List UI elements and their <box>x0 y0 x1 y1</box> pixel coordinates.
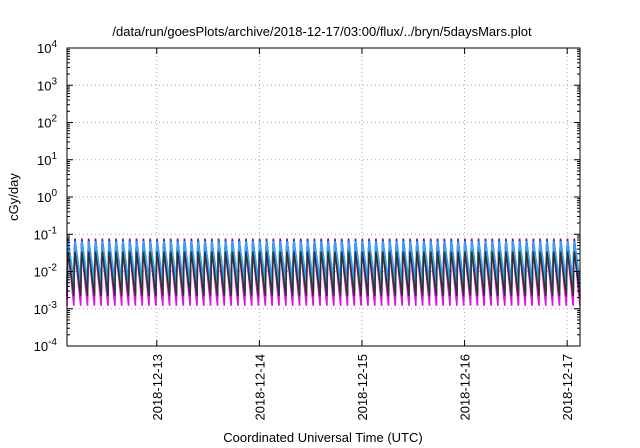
grid <box>67 48 580 346</box>
x-tick-label: 2018-12-13 <box>150 354 165 421</box>
y-axis-label: cGy/day <box>6 173 21 221</box>
x-tick-label: 2018-12-14 <box>252 354 267 421</box>
y-tick-label: 100 <box>37 188 57 205</box>
y-tick-label: 10-3 <box>34 300 58 317</box>
y-tick-label: 103 <box>37 76 57 93</box>
y-tick-label: 10-4 <box>34 337 58 354</box>
x-tick-label: 2018-12-16 <box>458 354 473 421</box>
y-tick-label: 102 <box>37 114 57 131</box>
y-axis: 10-4 10-3 10-2 10-1 100 101 102 103 104 <box>34 39 580 354</box>
x-axis-label: Coordinated Universal Time (UTC) <box>223 430 422 445</box>
y-tick-label: 10-2 <box>34 263 58 280</box>
series-line <box>66 251 581 297</box>
y-tick-label: 10-1 <box>34 225 58 242</box>
x-tick-label: 2018-12-17 <box>560 354 575 421</box>
series-line <box>66 240 581 280</box>
y-tick-label: 101 <box>37 151 57 168</box>
series-layer <box>66 238 581 306</box>
x-tick-label: 2018-12-15 <box>355 354 370 421</box>
y-tick-label: 104 <box>37 39 57 56</box>
x-axis: 2018-12-13 2018-12-14 2018-12-15 2018-12-16… <box>150 48 575 421</box>
chart-title: /data/run/goesPlots/archive/2018-12-17/0… <box>112 24 532 39</box>
